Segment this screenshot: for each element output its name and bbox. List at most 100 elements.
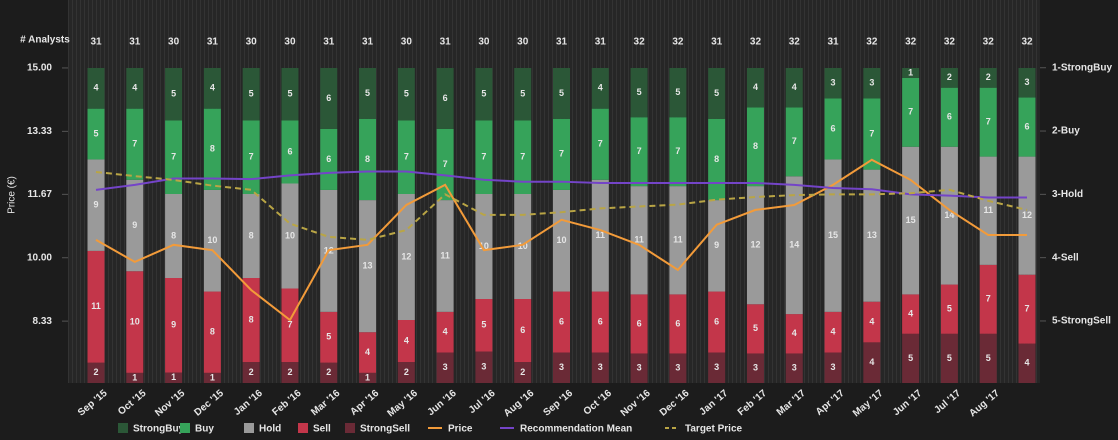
x-tick-label: Jan '16: [232, 388, 265, 418]
y-tick-label: 8.33: [33, 316, 53, 327]
bar-segment: [397, 68, 415, 121]
analyst-count: 30: [284, 37, 296, 48]
legend-label: Price: [448, 424, 473, 435]
bar-segment: [281, 183, 299, 289]
segment-label: 3: [831, 78, 836, 88]
bar-segment: [553, 118, 570, 190]
bar-segment: [242, 278, 260, 362]
analyst-count: 31: [827, 37, 839, 48]
segment-label: 7: [481, 152, 486, 162]
bar-segment: [1018, 274, 1036, 344]
segment-label: 7: [598, 139, 603, 149]
bar-segment: [1018, 97, 1036, 157]
legend-label: StrongSell: [360, 424, 410, 435]
segment-label: 15: [906, 215, 916, 225]
bar-segment: [863, 98, 881, 170]
bar-segment: [126, 372, 144, 383]
x-tick-label: Oct '15: [116, 388, 149, 418]
segment-label: 2: [287, 367, 292, 377]
x-tick-label: Apr '16: [348, 388, 381, 418]
bar-segment: [281, 120, 299, 184]
bar-segment: [940, 146, 958, 285]
legend-label: StrongBuy: [133, 424, 185, 435]
segment-label: 6: [326, 154, 331, 164]
bar-segment: [165, 120, 183, 194]
segment-label: 5: [171, 89, 176, 99]
bar-segment: [281, 68, 299, 121]
segment-label: 5: [947, 353, 952, 363]
segment-label: 9: [93, 200, 98, 210]
segment-label: 7: [986, 294, 991, 304]
bar-segment: [359, 118, 377, 201]
x-tick-label: Dec '15: [192, 388, 226, 419]
bar-segment: [902, 294, 920, 334]
x-tick-label: Jul '16: [467, 388, 498, 416]
segment-label: 5: [714, 88, 719, 98]
bar-segment: [514, 194, 532, 299]
segment-label: 1: [171, 372, 176, 382]
segment-label: 5: [404, 89, 409, 99]
bar-segment: [126, 108, 144, 180]
segment-label: 1: [210, 372, 215, 382]
bar-segment: [553, 352, 570, 383]
bar-segment: [902, 77, 920, 147]
segment-label: 8: [249, 314, 254, 324]
bar-segment: [436, 68, 454, 129]
segment-label: 3: [714, 362, 719, 372]
segment-label: 13: [363, 261, 373, 271]
analyst-count: 30: [168, 37, 180, 48]
bar-segment: [436, 352, 454, 383]
segment-label: 7: [443, 159, 448, 169]
bar-segment: [87, 68, 105, 109]
analyst-count: 32: [983, 37, 995, 48]
segment-label: 6: [947, 112, 952, 122]
bar-segment: [902, 68, 920, 78]
segment-label: 3: [792, 363, 797, 373]
x-tick-label: Apr '17: [814, 388, 847, 418]
bar-segment: [165, 372, 183, 383]
analyst-count: 31: [595, 37, 607, 48]
segment-label: 6: [598, 316, 603, 326]
segment-label: 4: [792, 82, 797, 92]
bar-segment: [242, 194, 260, 278]
segment-label: 10: [207, 235, 217, 245]
bar-segment: [514, 299, 532, 362]
bar-segment: [514, 362, 532, 383]
segment-label: 5: [637, 87, 642, 97]
segment-label: 2: [93, 367, 98, 377]
analyst-count: 32: [866, 37, 878, 48]
segment-label: 2: [986, 72, 991, 82]
segment-label: 4: [210, 83, 215, 93]
bar-segment: [746, 68, 764, 108]
segment-label: 6: [326, 93, 331, 103]
segment-label: 2: [947, 72, 952, 82]
y-tick-label: 13.33: [27, 126, 52, 137]
bar-segment: [979, 156, 997, 265]
segment-label: 3: [869, 78, 874, 88]
bar-segment: [87, 108, 105, 160]
segment-label: 7: [637, 146, 642, 156]
bar-segment: [979, 68, 997, 88]
bar-segment: [203, 68, 221, 109]
segment-label: 4: [132, 83, 137, 93]
segment-label: 6: [675, 318, 680, 328]
segment-label: 4: [869, 357, 874, 367]
line-series: [95, 158, 1027, 322]
segment-label: 14: [789, 240, 799, 250]
bar-segment: [320, 362, 338, 383]
y-tick-label: 11.67: [28, 189, 53, 200]
segment-label: 4: [869, 316, 874, 326]
bar-segment: [397, 320, 415, 362]
analyst-count: 32: [1021, 37, 1033, 48]
bar-segment: [203, 189, 221, 292]
x-tick-label: Oct '16: [582, 388, 615, 418]
segment-label: 11: [596, 230, 606, 240]
bar-segment: [591, 108, 609, 180]
bar-segment: [940, 284, 958, 334]
bar-segment: [824, 68, 842, 99]
segment-label: 6: [637, 318, 642, 328]
legend-swatch: [298, 423, 308, 433]
segment-label: 6: [287, 146, 292, 156]
bar-segment: [87, 250, 105, 363]
